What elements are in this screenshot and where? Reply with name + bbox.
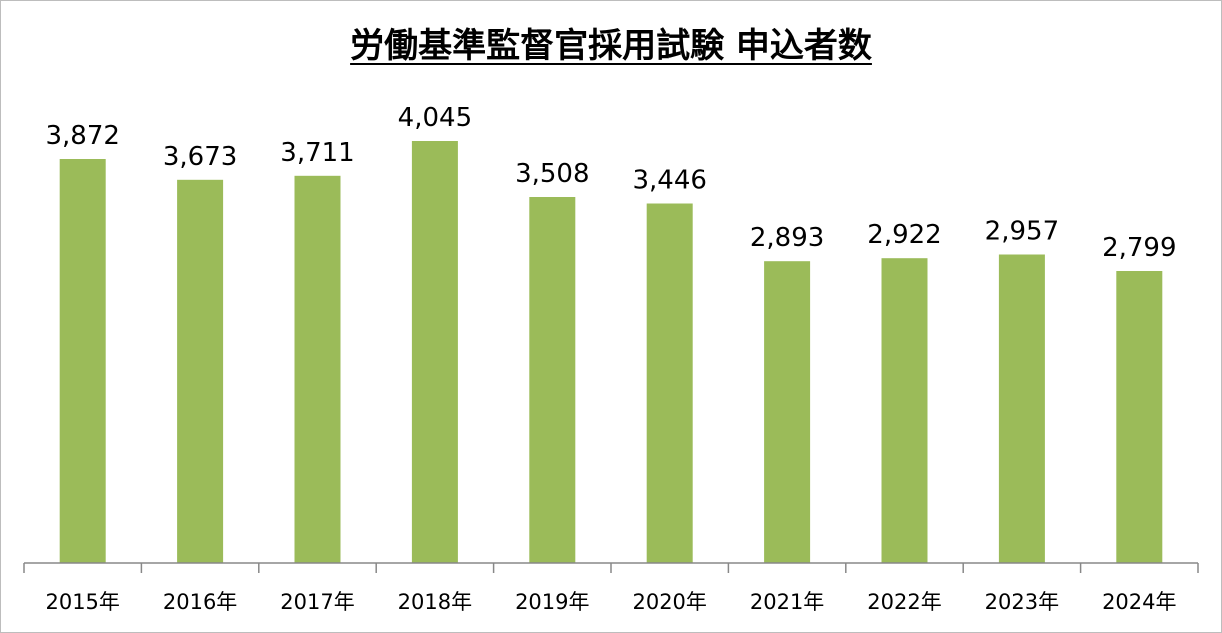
data-labels-group: 3,872 3,673 3,711 4,045 3,508 3,446 2,893 2,922…: [45, 103, 1176, 263]
x-tick-label: 2016年: [163, 590, 237, 614]
bar-2020年: [646, 203, 693, 563]
data-label: 2,922: [867, 220, 941, 250]
bar-2017年: [294, 175, 341, 564]
data-label: 3,508: [515, 159, 589, 189]
x-tick-label: 2024年: [1102, 590, 1176, 614]
data-label: 3,872: [45, 121, 119, 151]
x-axis: [23, 562, 1199, 573]
bar-2024年: [1116, 271, 1163, 563]
x-tick-labels-group: 2015年 2016年 2017年 2018年 2019年 2020年 2021年 2022年…: [45, 590, 1176, 614]
x-tick-label: 2020年: [632, 590, 706, 614]
data-label: 4,045: [398, 103, 472, 133]
bars-group: [59, 141, 1163, 564]
bar-2018年: [411, 141, 458, 563]
x-tick-label: 2018年: [398, 590, 472, 614]
x-tick-label: 2022年: [867, 590, 941, 614]
x-tick-label: 2021年: [750, 590, 824, 614]
bar-2019年: [529, 197, 576, 563]
data-label: 3,711: [280, 138, 354, 168]
x-tick-label: 2015年: [45, 590, 119, 614]
bar-2022年: [881, 258, 928, 563]
bar-2023年: [998, 254, 1045, 563]
x-tick-label: 2023年: [985, 590, 1059, 614]
bar-2015年: [59, 159, 106, 563]
data-label: 2,799: [1102, 233, 1176, 263]
data-label: 2,893: [750, 223, 824, 253]
data-label: 3,446: [632, 166, 706, 196]
x-tick-label: 2019年: [515, 590, 589, 614]
x-tick-label: 2017年: [280, 590, 354, 614]
data-label: 2,957: [985, 217, 1059, 247]
bar-2021年: [764, 261, 811, 563]
data-label: 3,673: [163, 142, 237, 172]
chart-title: 労働基準監督官採用試験 申込者数: [350, 26, 872, 66]
bar-2016年: [177, 179, 224, 564]
